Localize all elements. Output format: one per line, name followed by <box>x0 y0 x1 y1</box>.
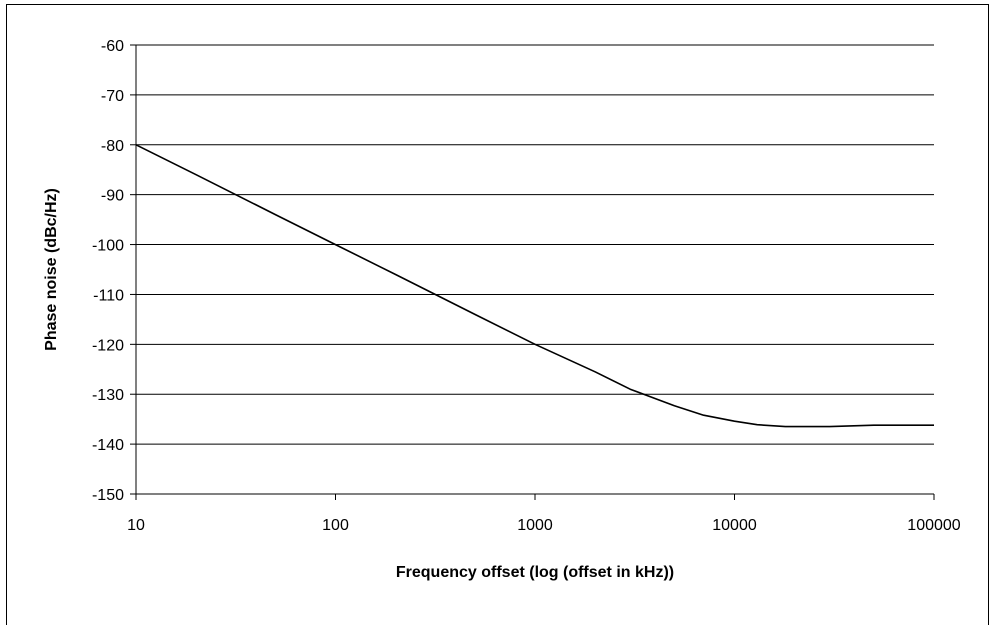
y-tick-label: -80 <box>101 138 124 155</box>
y-tick-label: -100 <box>92 238 124 255</box>
x-tick-label: 10000 <box>712 517 757 534</box>
x-tick-label: 10 <box>127 517 145 534</box>
axes <box>135 45 934 495</box>
chart-frame <box>6 4 989 625</box>
x-tick-label: 1000 <box>517 517 553 534</box>
y-axis-title: Phase noise (dBc/Hz) <box>43 188 60 351</box>
series-group <box>135 144 934 428</box>
grid-lines <box>136 44 934 445</box>
y-tick-label: -150 <box>92 487 124 504</box>
y-tick-label: -140 <box>92 437 124 454</box>
y-tick-label: -60 <box>101 38 124 55</box>
y-tick-label: -90 <box>101 188 124 205</box>
x-axis-title: Frequency offset (log (offset in kHz)) <box>396 564 674 581</box>
y-tick-label: -110 <box>93 287 124 304</box>
y-tick-label: -130 <box>92 387 124 404</box>
series-line <box>135 144 934 428</box>
y-axis-ticks: -60 -70 -80 -90 -100 -110 -120 -130 -140 -150 <box>92 38 136 504</box>
x-tick-label: 100000 <box>907 517 960 534</box>
y-tick-label: -120 <box>92 337 124 354</box>
y-tick-label: -70 <box>101 88 124 105</box>
x-axis-ticks: 10 100 1000 10000 100000 <box>127 494 961 534</box>
x-tick-label: 100 <box>322 517 349 534</box>
